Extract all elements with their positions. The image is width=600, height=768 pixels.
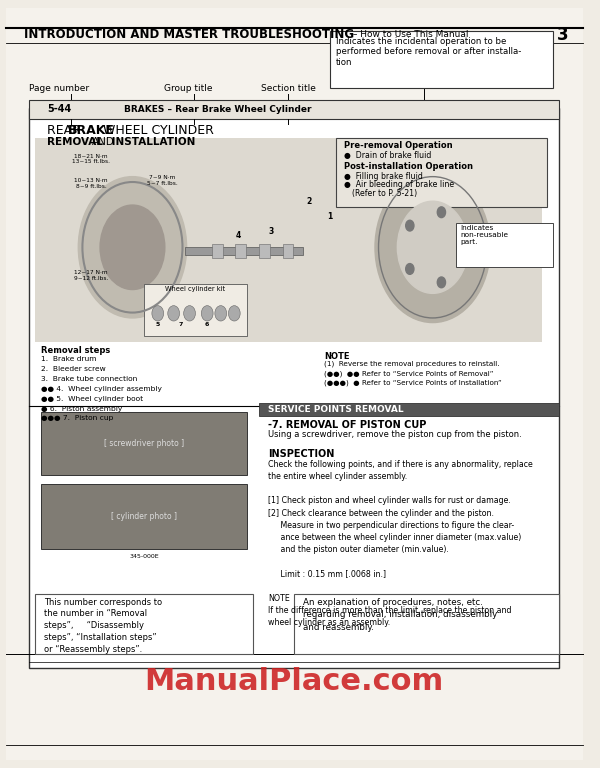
Circle shape [215, 306, 227, 321]
Circle shape [78, 177, 187, 318]
Text: AND: AND [92, 137, 115, 147]
Text: (●●)  ●● Refer to “Service Points of Removal”: (●●) ●● Refer to “Service Points of Remo… [324, 370, 493, 376]
Text: 4: 4 [236, 231, 241, 240]
Text: ●  Drain of brake fluid: ● Drain of brake fluid [344, 151, 432, 161]
Text: 3: 3 [556, 25, 568, 44]
Text: Check the following points, and if there is any abnormality, replace
the entire : Check the following points, and if there… [268, 460, 533, 627]
Text: INSPECTION: INSPECTION [268, 449, 334, 459]
Text: NOTE: NOTE [324, 352, 349, 361]
Text: REMOVAL: REMOVAL [47, 137, 107, 147]
FancyBboxPatch shape [29, 108, 559, 668]
Text: SERVICE POINTS REMOVAL: SERVICE POINTS REMOVAL [268, 406, 403, 414]
Text: 345-000E: 345-000E [130, 554, 159, 560]
Text: ●  Filling brake fluid: ● Filling brake fluid [344, 172, 423, 181]
Text: ●●● 7.  Piston cup: ●●● 7. Piston cup [41, 415, 113, 422]
Text: BRAKE: BRAKE [68, 124, 115, 137]
Text: Wheel cylinder kit: Wheel cylinder kit [166, 286, 226, 293]
Circle shape [152, 306, 164, 321]
FancyBboxPatch shape [144, 284, 247, 336]
FancyBboxPatch shape [235, 244, 246, 258]
Circle shape [168, 306, 179, 321]
Circle shape [437, 277, 446, 288]
Circle shape [375, 172, 490, 323]
Text: 6: 6 [205, 322, 209, 326]
Text: 12~17 N·m
9~12 ft.lbs.: 12~17 N·m 9~12 ft.lbs. [74, 270, 109, 281]
FancyBboxPatch shape [6, 8, 583, 760]
FancyBboxPatch shape [35, 594, 253, 654]
Text: ● 6.  Piston assembly: ● 6. Piston assembly [41, 406, 122, 412]
Text: ManualPlace.com: ManualPlace.com [145, 667, 444, 697]
Text: – How to Use This Manual: – How to Use This Manual [350, 30, 469, 39]
Circle shape [184, 306, 196, 321]
Circle shape [406, 220, 414, 231]
FancyBboxPatch shape [35, 138, 542, 342]
Circle shape [100, 205, 165, 290]
FancyBboxPatch shape [41, 484, 247, 549]
Text: REAR: REAR [47, 124, 85, 137]
Circle shape [202, 306, 213, 321]
Circle shape [406, 263, 414, 274]
Text: 7: 7 [179, 322, 183, 326]
Text: (●●●)  ● Refer to “Service Points of Installation”: (●●●) ● Refer to “Service Points of Inst… [324, 379, 502, 386]
Text: (Refer to P. 5-21): (Refer to P. 5-21) [352, 189, 417, 198]
Text: ●  Air bleeding of brake line: ● Air bleeding of brake line [344, 180, 454, 190]
Circle shape [457, 242, 465, 253]
Text: (1)  Reverse the removal procedures to reinstall.: (1) Reverse the removal procedures to re… [324, 361, 499, 367]
FancyBboxPatch shape [295, 594, 559, 654]
FancyBboxPatch shape [41, 412, 247, 475]
Text: Indicates
non-reusable
part.: Indicates non-reusable part. [460, 225, 508, 245]
FancyBboxPatch shape [329, 31, 553, 88]
Text: Group title: Group title [164, 84, 212, 93]
Text: WHEEL CYLINDER: WHEEL CYLINDER [99, 124, 214, 137]
Text: [ cylinder photo ]: [ cylinder photo ] [111, 511, 177, 521]
Text: [ screwdriver photo ]: [ screwdriver photo ] [104, 439, 184, 448]
FancyBboxPatch shape [185, 247, 303, 255]
Text: 5-44: 5-44 [47, 104, 71, 114]
Text: 1: 1 [327, 212, 332, 221]
Text: BRAKES – Rear Brake Wheel Cylinder: BRAKES – Rear Brake Wheel Cylinder [124, 105, 311, 114]
Text: 18~21 N·m
13~15 ft.lbs.: 18~21 N·m 13~15 ft.lbs. [72, 154, 110, 164]
FancyBboxPatch shape [259, 244, 269, 258]
FancyBboxPatch shape [335, 138, 547, 207]
Text: ●● 4.  Wheel cylinder assembly: ●● 4. Wheel cylinder assembly [41, 386, 162, 392]
Text: INSTALLATION: INSTALLATION [109, 137, 196, 147]
Circle shape [437, 207, 446, 217]
Text: 5: 5 [155, 322, 160, 326]
FancyBboxPatch shape [283, 244, 293, 258]
Text: Section title: Section title [261, 84, 316, 93]
Text: 2: 2 [307, 197, 311, 206]
Text: 2.  Bleeder screw: 2. Bleeder screw [41, 366, 106, 372]
Text: ●● 5.  Wheel cylinder boot: ●● 5. Wheel cylinder boot [41, 396, 143, 402]
Text: 1.  Brake drum: 1. Brake drum [41, 356, 97, 362]
FancyBboxPatch shape [29, 100, 559, 119]
FancyBboxPatch shape [259, 403, 559, 416]
Circle shape [397, 201, 468, 293]
Text: 3.  Brake tube connection: 3. Brake tube connection [41, 376, 137, 382]
Circle shape [229, 306, 240, 321]
Text: Using a screwdriver, remove the piston cup from the piston.: Using a screwdriver, remove the piston c… [268, 430, 521, 439]
FancyBboxPatch shape [456, 223, 553, 267]
Text: Indicates the incidental operation to be
performed before removal or after insta: Indicates the incidental operation to be… [335, 37, 521, 67]
Text: An explanation of procedures, notes, etc.
regarding removal, installation, disas: An explanation of procedures, notes, etc… [303, 598, 497, 631]
Text: Removal steps: Removal steps [41, 346, 110, 355]
Text: Post-installation Operation: Post-installation Operation [344, 162, 473, 171]
Text: INTRODUCTION AND MASTER TROUBLESHOOTING: INTRODUCTION AND MASTER TROUBLESHOOTING [23, 28, 353, 41]
Text: -7. REMOVAL OF PISTON CUP: -7. REMOVAL OF PISTON CUP [268, 420, 426, 430]
Text: 7~9 N·m
5~7 ft.lbs.: 7~9 N·m 5~7 ft.lbs. [146, 175, 177, 186]
Text: 10~13 N·m
8~9 ft.lbs.: 10~13 N·m 8~9 ft.lbs. [74, 178, 108, 189]
Text: Pre-removal Operation: Pre-removal Operation [344, 141, 453, 151]
FancyBboxPatch shape [212, 244, 223, 258]
Text: 3: 3 [268, 227, 274, 237]
Text: Page number: Page number [29, 84, 89, 93]
Text: This number corresponds to
the number in “Removal
steps”,     “Disassembly
steps: This number corresponds to the number in… [44, 598, 162, 654]
